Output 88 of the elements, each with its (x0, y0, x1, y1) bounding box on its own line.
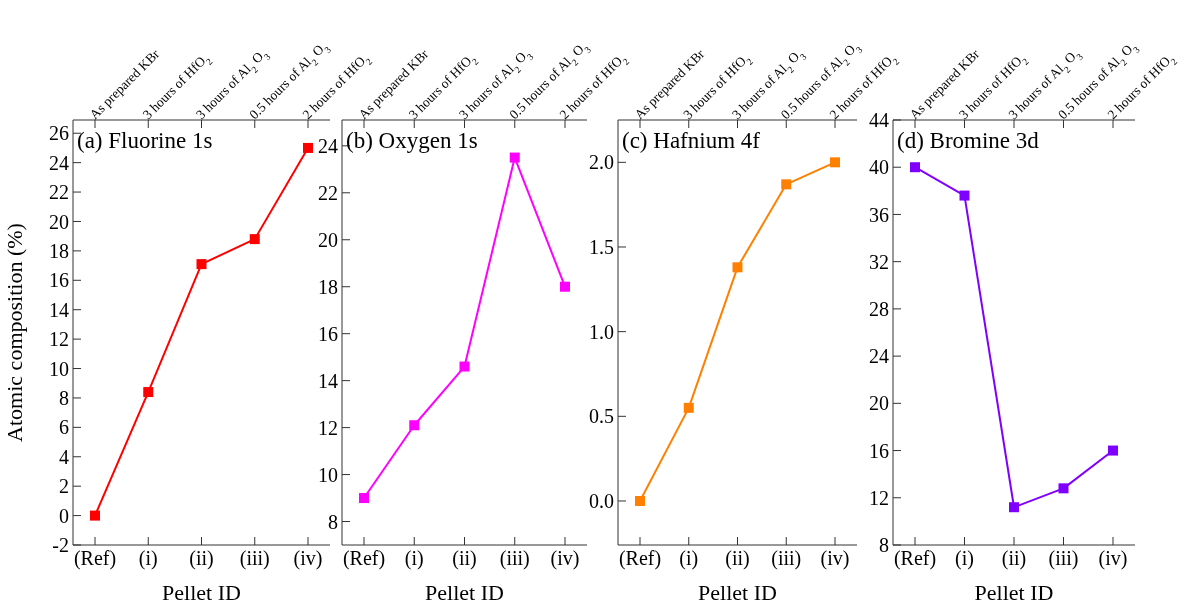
y-tick-label: 0 (59, 504, 69, 527)
point (196, 259, 207, 270)
y-tick-label: 20 (49, 210, 69, 233)
point (1058, 483, 1069, 494)
y-tick-label: 14 (49, 298, 69, 321)
y-tick-label: 20 (318, 228, 338, 251)
y-tick-label: 16 (869, 439, 889, 462)
y-tick-label: 24 (869, 345, 889, 368)
x-tick-label: (Ref) (342, 547, 386, 571)
point (732, 262, 743, 273)
x-tick-label: (i) (679, 547, 699, 571)
point (1009, 502, 1019, 513)
point (90, 510, 100, 521)
chart-title: (c) Hafnium 4f (622, 128, 760, 154)
y-tick-label: 1.5 (589, 236, 614, 259)
point (959, 190, 970, 201)
y-tick-label: 18 (49, 239, 69, 262)
y-tick-label: 2.0 (589, 151, 614, 174)
point (635, 495, 645, 506)
y-tick-label: 6 (59, 416, 69, 439)
x-tick-label: (iv) (820, 547, 850, 571)
y-tick-label: 40 (869, 156, 889, 179)
y-tick-label: 0.0 (589, 490, 614, 513)
y-tick-label: 2 (59, 475, 69, 498)
y-tick-label: 24 (318, 134, 338, 157)
point (249, 234, 260, 245)
x-tick-label: (ii) (1001, 547, 1027, 571)
y-tick-label: 1.0 (589, 320, 614, 343)
y-tick-label: 4 (59, 445, 69, 468)
y-tick-label: 10 (318, 463, 338, 486)
point (560, 281, 570, 292)
point (830, 157, 840, 168)
chart-title: (d) Bromine 3d (897, 128, 1039, 154)
x-tick-label: (Ref) (618, 547, 662, 571)
x-tick-label: (iii) (239, 547, 270, 571)
x-axis-title: Pellet ID (425, 580, 504, 600)
chart-title: (a) Fluorine 1s (77, 128, 213, 154)
x-tick-label: (i) (138, 547, 158, 571)
y-tick-label: 14 (318, 369, 338, 392)
y-axis-title: Atomic composition (%) (1, 223, 27, 442)
x-tick-label: (Ref) (73, 547, 117, 571)
y-tick-label: 10 (49, 357, 69, 380)
point (143, 387, 154, 398)
y-tick-label: 26 (49, 122, 69, 145)
x-tick-label: (iv) (1098, 547, 1128, 571)
x-tick-label: (iii) (499, 547, 530, 571)
point (459, 361, 470, 372)
y-tick-label: 24 (49, 151, 69, 174)
y-tick-label: 0.5 (589, 405, 614, 428)
x-tick-label: (ii) (725, 547, 750, 571)
x-tick-label: (Ref) (893, 547, 937, 571)
x-tick-label: (iv) (293, 547, 323, 571)
point (683, 402, 694, 413)
x-tick-label: (iv) (550, 547, 580, 571)
x-tick-label: (i) (404, 547, 424, 571)
y-tick-label: 44 (869, 109, 889, 132)
y-tick-label: 36 (869, 203, 889, 226)
y-tick-label: 28 (869, 297, 889, 320)
x-axis-title: Pellet ID (162, 580, 241, 600)
y-tick-label: 16 (49, 269, 69, 292)
y-tick-label: 16 (318, 322, 338, 345)
y-tick-label: 8 (59, 387, 69, 410)
y-tick-label: 32 (869, 250, 889, 273)
chart-title: (b) Oxygen 1s (346, 128, 478, 154)
point (910, 162, 920, 173)
y-tick-label: 20 (869, 392, 889, 415)
y-tick-label: 12 (49, 328, 69, 351)
y-tick-label: 8 (879, 534, 889, 557)
x-tick-label: (i) (955, 547, 974, 571)
x-tick-label: (iii) (771, 547, 802, 571)
y-tick-label: 22 (318, 181, 338, 204)
point (359, 493, 369, 504)
y-tick-label: 12 (869, 486, 889, 509)
x-axis-title: Pellet ID (974, 580, 1054, 600)
y-tick-label: 18 (318, 275, 338, 298)
point (303, 142, 313, 153)
x-tick-label: (ii) (452, 547, 477, 571)
y-tick-label: 12 (318, 416, 338, 439)
point (409, 420, 420, 431)
y-tick-label: 8 (328, 510, 338, 533)
point (781, 179, 792, 190)
x-tick-label: (ii) (189, 547, 214, 571)
point (509, 152, 520, 163)
x-tick-label: (iii) (1048, 547, 1079, 571)
y-tick-label: 22 (49, 181, 69, 204)
x-axis-title: Pellet ID (698, 580, 777, 600)
point (1108, 445, 1118, 456)
y-tick-label: -2 (52, 534, 69, 557)
